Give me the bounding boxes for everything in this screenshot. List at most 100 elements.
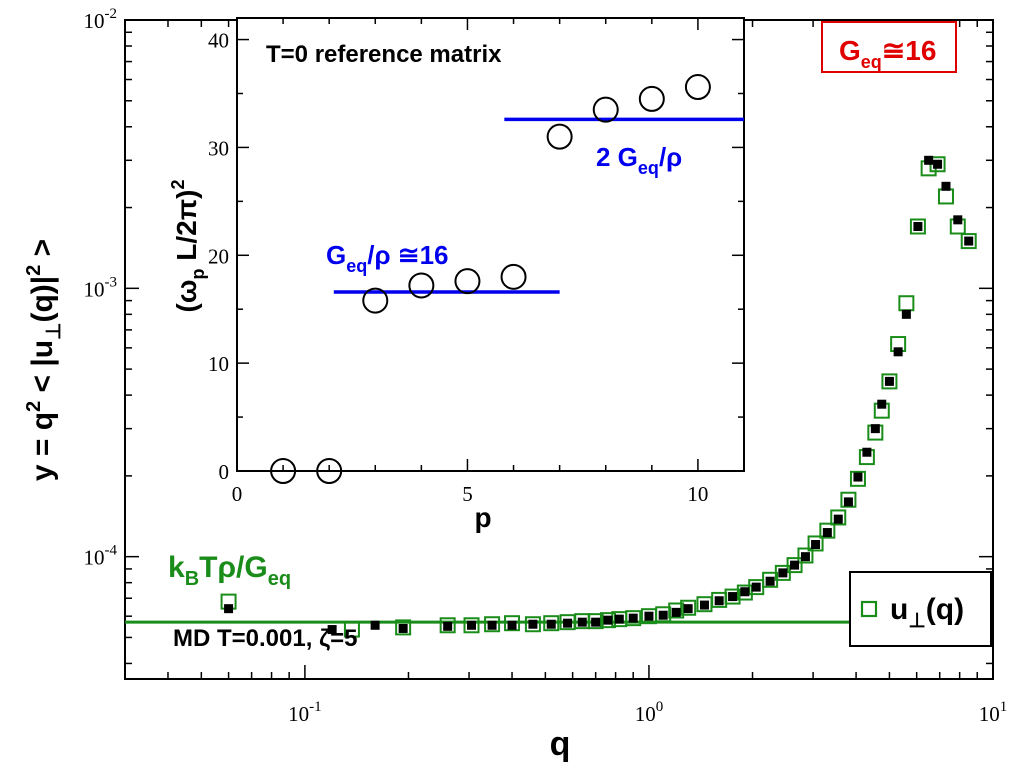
- data-point-u-perp: [724, 588, 741, 605]
- data-point-md: [833, 514, 843, 524]
- data-point-u-perp: [881, 373, 898, 390]
- inset-data-point: [500, 263, 527, 290]
- data-point-u-perp: [898, 295, 915, 312]
- data-point-u-perp: [587, 613, 604, 630]
- data-point-u-perp: [439, 617, 456, 634]
- data-point-u-perp: [543, 615, 560, 632]
- inset-title: T=0 reference matrix: [266, 41, 502, 68]
- data-point-u-perp: [668, 602, 685, 619]
- data-point-md: [644, 611, 654, 621]
- inset-reference-lines: [333, 117, 744, 294]
- data-point-md: [862, 447, 872, 457]
- data-point-md: [714, 596, 724, 606]
- inset-tick-labels: 0 5 10 0 10 20 30 40: [208, 29, 708, 506]
- data-point-md: [924, 155, 934, 165]
- legend-marker: [860, 600, 878, 618]
- data-point-md: [933, 159, 943, 169]
- data-point-md: [628, 613, 638, 623]
- data-point-md: [853, 472, 863, 482]
- data-point-md: [941, 181, 951, 191]
- data-point-md: [603, 615, 613, 625]
- data-point-u-perp: [395, 619, 412, 636]
- geq-box-label: Geq≅16: [839, 35, 936, 72]
- inset-frame: [236, 17, 745, 472]
- data-point-md: [683, 604, 693, 614]
- inset-data-point: [408, 272, 435, 299]
- geq-box: [821, 21, 957, 73]
- data-point-md: [913, 221, 923, 231]
- data-point-md: [224, 604, 234, 614]
- inset-data-point: [316, 458, 343, 484]
- data-point-u-perp: [960, 233, 977, 250]
- x-axis-title: q: [550, 725, 571, 763]
- y-tick-label: 10-3: [84, 274, 118, 301]
- data-point-md: [327, 625, 337, 635]
- inset-data-point: [638, 85, 665, 112]
- data-point-u-perp: [524, 616, 541, 633]
- data-point-md: [671, 607, 681, 617]
- inset-x-axis-title: p: [474, 502, 491, 533]
- inset-y-tick-label: 10: [208, 352, 229, 376]
- data-point-u-perp: [343, 621, 360, 638]
- data-point-md: [778, 568, 788, 578]
- x-tick-label: 101: [979, 699, 1008, 726]
- inset-x-tick-label: 5: [462, 482, 473, 506]
- data-point-u-perp: [680, 599, 697, 616]
- data-point-md: [765, 576, 775, 586]
- data-point-u-perp: [909, 218, 926, 235]
- data-point-u-perp: [807, 535, 824, 552]
- main-data-points: [220, 155, 977, 638]
- data-point-md: [507, 620, 517, 630]
- inset-y-axis-title: (ωp L/2π)2: [168, 180, 208, 313]
- data-point-md: [467, 620, 477, 630]
- inset-data-point: [270, 458, 297, 484]
- data-point-md: [740, 587, 750, 597]
- legend-label: u⊥(q): [890, 593, 964, 632]
- inset-line-label-2geq: 2 Geq/ρ: [596, 142, 682, 178]
- data-point-md: [487, 620, 497, 630]
- data-point-md: [877, 399, 887, 409]
- data-point-md: [443, 621, 453, 631]
- data-point-md: [884, 376, 894, 386]
- data-point-md: [800, 552, 810, 562]
- data-point-u-perp: [840, 491, 857, 508]
- data-point-md: [577, 617, 587, 627]
- data-point-md: [658, 610, 668, 620]
- data-point-md: [728, 592, 738, 602]
- md-annotation: MD T=0.001, ζ=5: [173, 625, 357, 652]
- data-point-u-perp: [937, 188, 954, 205]
- data-point-u-perp: [625, 610, 642, 627]
- inset-y-tick-label: 30: [208, 136, 229, 160]
- data-point-md: [790, 560, 800, 570]
- inset-data-point: [546, 123, 573, 150]
- data-point-md: [591, 617, 601, 627]
- data-point-md: [398, 623, 408, 633]
- data-point-md: [822, 528, 832, 538]
- y-tick-label: 10-2: [84, 6, 118, 33]
- inset-data-points: [270, 74, 711, 484]
- data-point-md: [528, 619, 538, 629]
- data-point-md: [870, 424, 880, 434]
- inset-x-tick-label: 0: [232, 482, 243, 506]
- inset-line-label-geq: Geq/ρ ≅16: [326, 240, 449, 276]
- data-point-u-perp: [830, 509, 847, 526]
- main-tick-labels: 10-1 10 0 101 10-4 10-3 10-2: [84, 6, 1008, 726]
- inset-y-tick-label: 20: [208, 244, 229, 268]
- data-point-md: [563, 618, 573, 628]
- data-point-u-perp: [484, 616, 501, 633]
- data-point-md: [893, 347, 903, 357]
- inset-y-tick-label: 40: [208, 29, 229, 53]
- data-point-md: [953, 215, 963, 225]
- inset-axis-ticks: [236, 18, 745, 472]
- data-point-md: [811, 539, 821, 549]
- x-tick-label: 10-1: [288, 699, 322, 726]
- data-point-u-perp: [463, 617, 480, 634]
- data-point-u-perp: [819, 522, 836, 539]
- y-tick-label: 10-4: [84, 543, 118, 570]
- data-point-md: [843, 497, 853, 507]
- inset-data-point: [454, 268, 481, 295]
- kbt-annotation: kBTρ/Geq: [168, 551, 291, 590]
- data-point-md: [546, 619, 556, 629]
- inset-x-tick-label: 10: [687, 482, 708, 506]
